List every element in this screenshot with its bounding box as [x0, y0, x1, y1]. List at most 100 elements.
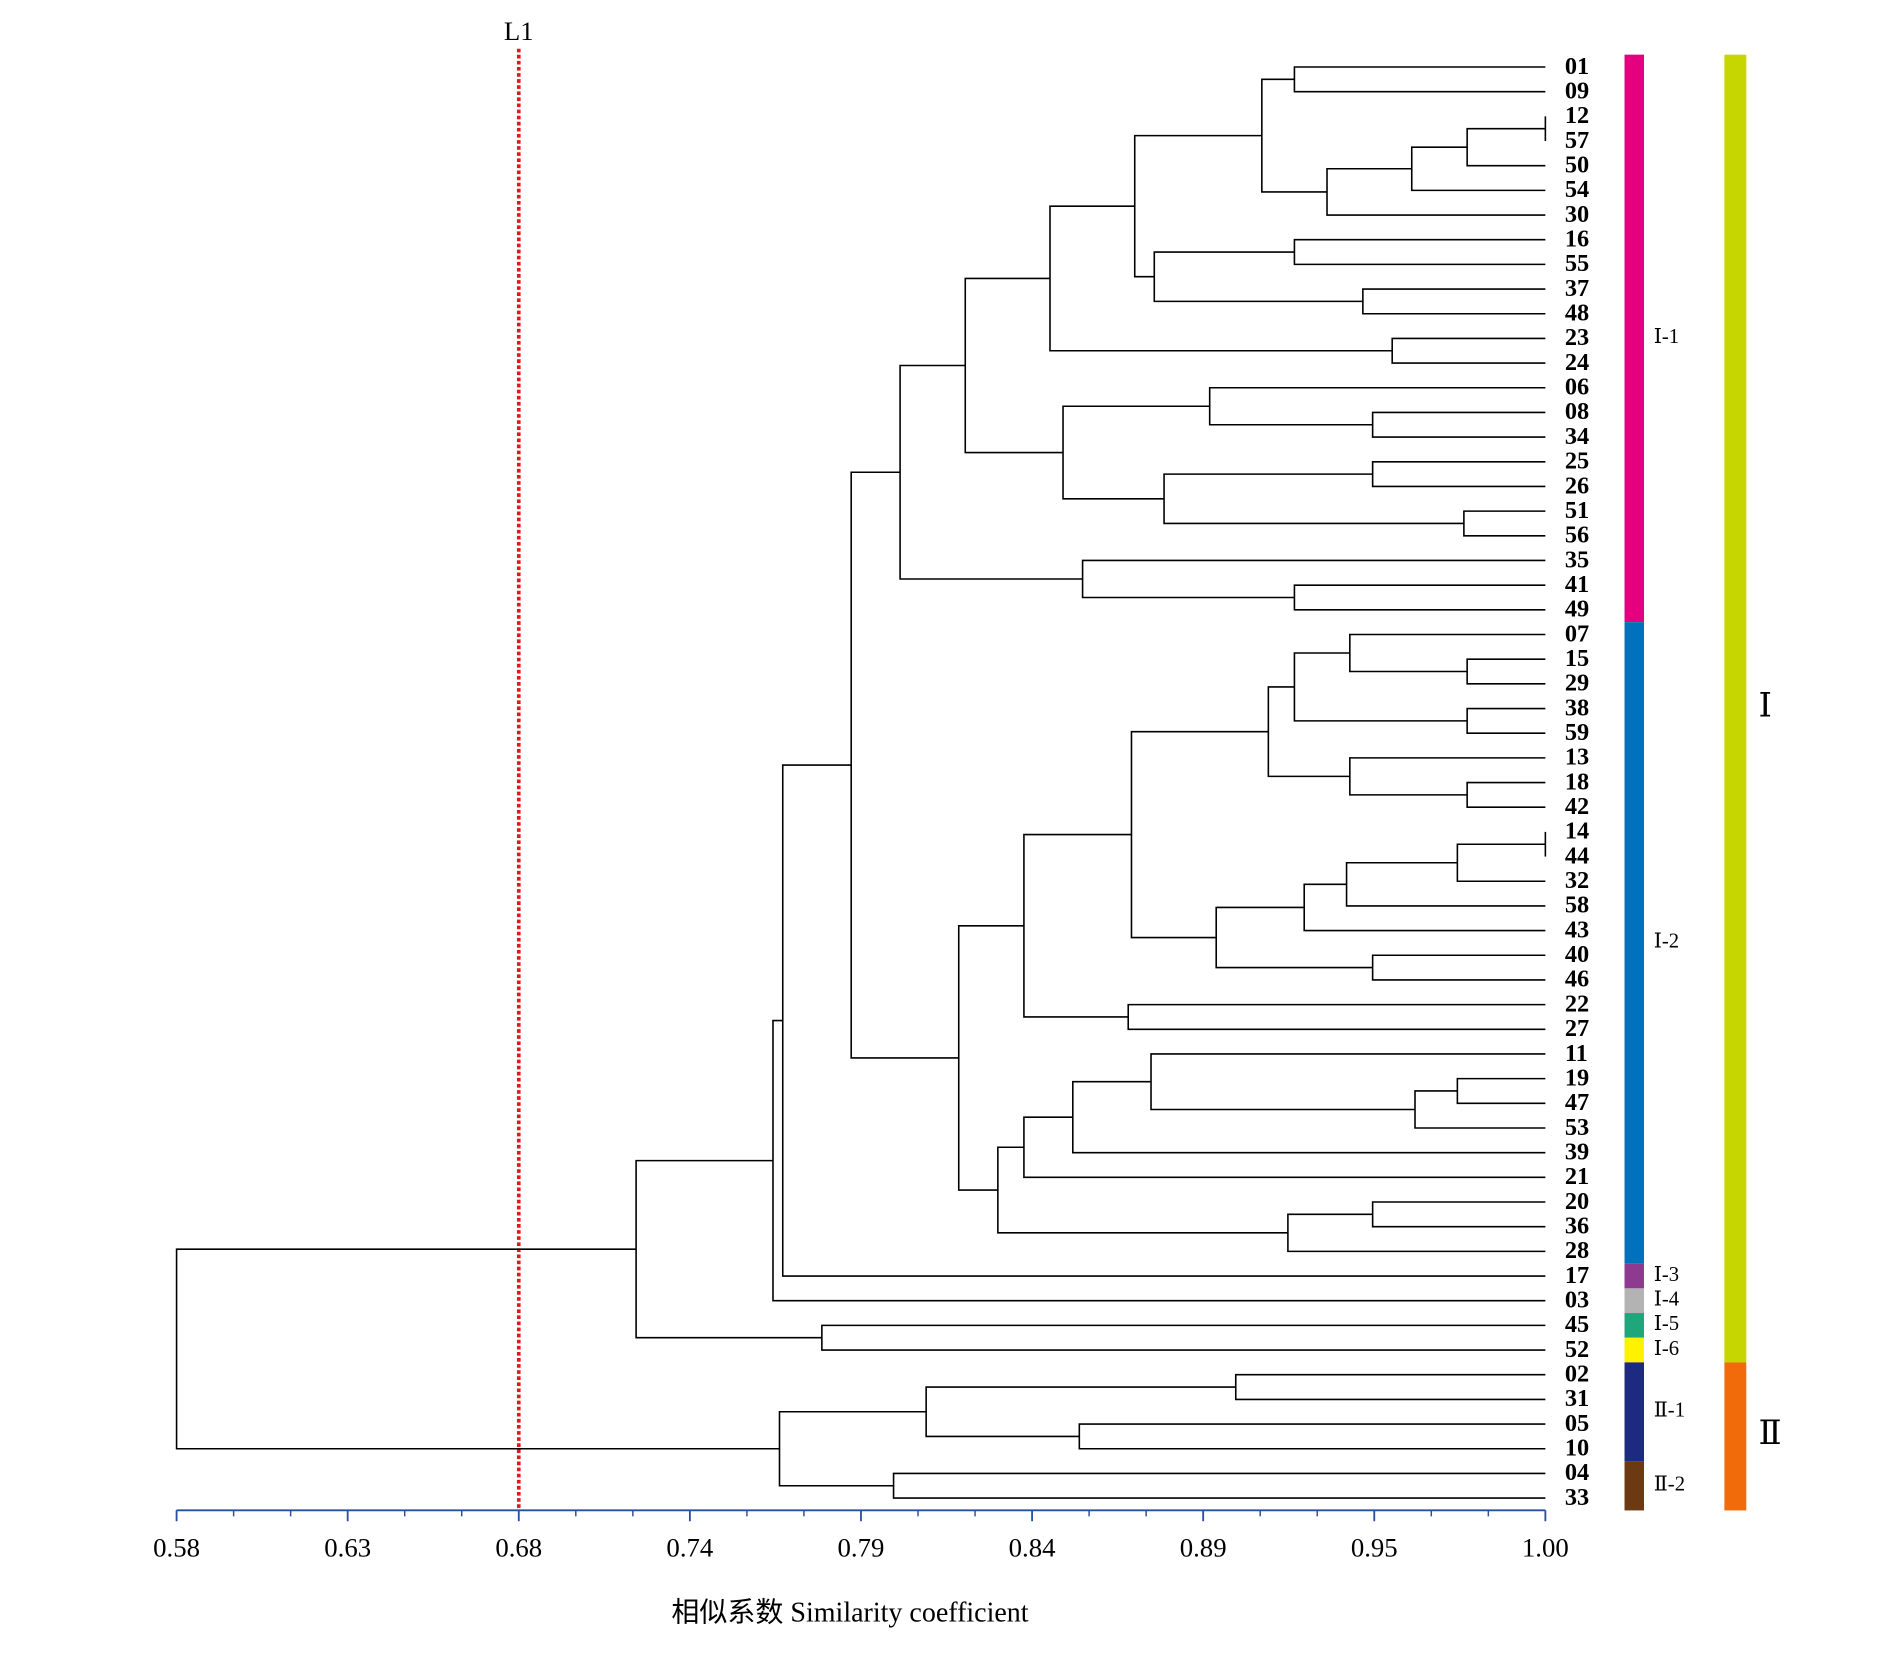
- leaf-label: 14: [1565, 818, 1589, 845]
- x-tick-label: 0.74: [666, 1533, 713, 1563]
- group-label: Ⅰ-4: [1654, 1288, 1680, 1310]
- merge-link: [1456, 1077, 1546, 1105]
- leaf-label: 26: [1565, 472, 1589, 499]
- leaf-label: 33: [1565, 1484, 1589, 1511]
- leaf-label: 45: [1565, 1311, 1589, 1338]
- merge-link: [1371, 411, 1546, 438]
- group-label: Ⅰ-5: [1654, 1313, 1679, 1335]
- leaf-label: 31: [1565, 1385, 1589, 1412]
- leaf-label: 27: [1565, 1015, 1589, 1042]
- group-bar: [1624, 1263, 1645, 1289]
- group-label: Ⅱ-1: [1654, 1399, 1685, 1421]
- x-tick-label: 0.89: [1180, 1533, 1227, 1563]
- merge-link: [1072, 1080, 1546, 1154]
- merge-link: [1410, 146, 1546, 192]
- leaf-label: 20: [1565, 1188, 1589, 1215]
- merge-link: [925, 1386, 1236, 1438]
- merge-link: [1133, 134, 1262, 278]
- merge-link: [1215, 906, 1373, 969]
- merge-link: [1049, 205, 1393, 352]
- group-label: Ⅱ: [1758, 1415, 1781, 1452]
- group-label: Ⅰ-2: [1654, 931, 1679, 953]
- leaf-label: 16: [1565, 226, 1589, 253]
- leaf-label: 54: [1565, 176, 1589, 203]
- merge-link: [1371, 954, 1546, 981]
- merge-link: [1234, 1373, 1546, 1401]
- leaf-label: 10: [1565, 1435, 1589, 1462]
- merge-link: [1349, 757, 1546, 796]
- leaf-label: 34: [1565, 423, 1589, 450]
- leaf-label: 05: [1565, 1410, 1589, 1437]
- leaf-label: 25: [1565, 448, 1589, 475]
- merge-link: [1463, 510, 1546, 537]
- merge-link: [635, 1159, 822, 1339]
- x-tick-label: 0.84: [1009, 1533, 1056, 1563]
- leaf-label: 47: [1565, 1089, 1589, 1116]
- merge-link: [1466, 127, 1546, 167]
- group-bar: [1724, 1362, 1747, 1511]
- merge-link: [1062, 405, 1210, 500]
- leaf-label: 35: [1565, 546, 1589, 573]
- leaf-label: 57: [1565, 127, 1589, 154]
- x-tick-label: 0.95: [1351, 1533, 1398, 1563]
- merge-link: [1081, 559, 1546, 599]
- merge-link: [1391, 337, 1546, 364]
- leaf-label: 56: [1565, 522, 1589, 549]
- group-bar: [1624, 1461, 1645, 1511]
- leaf-label: 23: [1565, 324, 1589, 351]
- leaf-label: 24: [1565, 349, 1589, 376]
- leaf-label: 55: [1565, 250, 1589, 277]
- leaf-label: 48: [1565, 300, 1589, 327]
- leaf-label: 59: [1565, 719, 1589, 746]
- leaf-label: 38: [1565, 694, 1589, 721]
- leaf-label: 02: [1565, 1361, 1589, 1388]
- merge-link: [1208, 386, 1546, 426]
- leaf-label: 29: [1565, 670, 1589, 697]
- x-axis-title: 相似系数 Similarity coefficient: [671, 1596, 1028, 1628]
- merge-link: [1466, 658, 1546, 685]
- leaf-label: 08: [1565, 398, 1589, 425]
- leaf-label: 17: [1565, 1262, 1589, 1289]
- leaf-label: 01: [1565, 53, 1589, 80]
- leaf-label: 09: [1565, 77, 1589, 104]
- leaf-label: 52: [1565, 1336, 1589, 1363]
- merge-link: [1293, 66, 1546, 93]
- merge-link: [899, 364, 1083, 580]
- leaf-label: 41: [1565, 571, 1589, 598]
- merge-link: [1078, 1423, 1546, 1450]
- merge-link: [1261, 78, 1328, 193]
- leaf-label: 21: [1565, 1163, 1589, 1190]
- x-tick-label: 1.00: [1522, 1533, 1569, 1563]
- x-tick-label: 0.68: [495, 1533, 542, 1563]
- merge-link: [1293, 652, 1468, 722]
- merge-link: [1466, 707, 1546, 734]
- leaf-label: 19: [1565, 1064, 1589, 1091]
- leaf-label: 11: [1565, 1040, 1588, 1067]
- leaf-label: 06: [1565, 374, 1589, 401]
- merge-link: [781, 764, 1546, 1277]
- threshold-label: L1: [504, 16, 534, 46]
- merge-link: [175, 1248, 780, 1450]
- leaf-label: 46: [1565, 966, 1589, 993]
- merge-link: [997, 1146, 1288, 1234]
- group-bar: [1624, 1337, 1645, 1363]
- merge-link: [1150, 1053, 1546, 1111]
- leaf-label: 32: [1565, 867, 1589, 894]
- merge-link: [1023, 1116, 1546, 1179]
- leaf-label: 30: [1565, 201, 1589, 228]
- merge-link: [1287, 1213, 1546, 1253]
- leaf-label: 53: [1565, 1114, 1589, 1141]
- leaf-label: 04: [1565, 1459, 1589, 1486]
- merge-link: [1293, 584, 1546, 611]
- leaf-label: 36: [1565, 1212, 1589, 1239]
- group-label: Ⅰ-3: [1654, 1264, 1679, 1286]
- leaf-label: 43: [1565, 916, 1589, 943]
- leaf-label: 44: [1565, 842, 1589, 869]
- group-label: Ⅰ-6: [1654, 1338, 1679, 1360]
- merge-link: [1293, 238, 1546, 266]
- leaf-label: 39: [1565, 1138, 1589, 1165]
- leaf-label: 42: [1565, 793, 1589, 820]
- merge-link: [1326, 167, 1546, 216]
